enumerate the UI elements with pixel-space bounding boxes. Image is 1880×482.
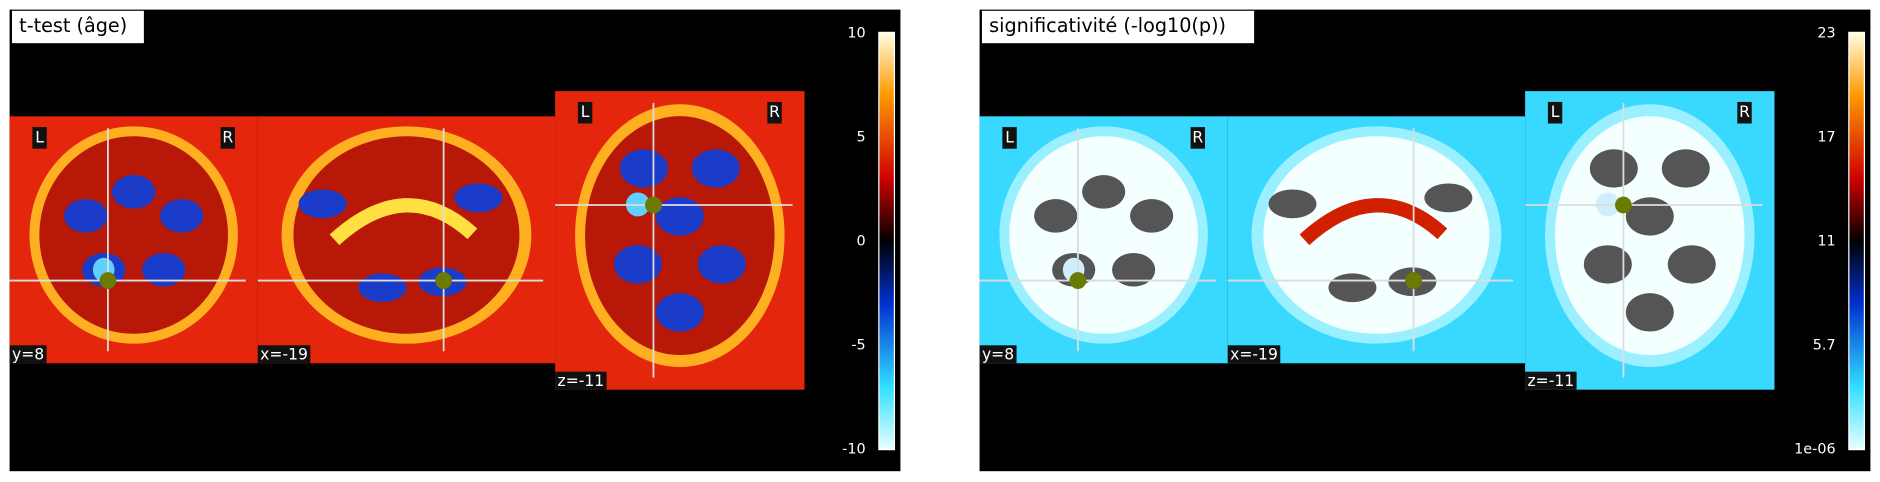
- colorbar-tick-label: 0: [857, 234, 866, 250]
- brain: [1263, 136, 1490, 334]
- cursor-dot: [1405, 272, 1422, 289]
- cursor-dot: [99, 272, 117, 289]
- slice-label: z=-11: [1528, 372, 1575, 390]
- panel-title: t-test (âge): [19, 14, 127, 37]
- slice-label: y=8: [12, 345, 44, 363]
- orientation-bg: [1190, 127, 1205, 149]
- slice-label-bg: [1227, 345, 1281, 364]
- panel: y=8 L Rx=-19 z=-11 L Rt-test (âge) 10 5 0 -5 -10: [9, 9, 901, 472]
- colorbar: [878, 31, 896, 451]
- region: [64, 199, 108, 233]
- region: [691, 149, 740, 188]
- region: [1034, 199, 1078, 233]
- cursor-dot: [645, 196, 662, 214]
- region: [1082, 175, 1126, 209]
- region: [329, 198, 478, 246]
- region: [1268, 189, 1317, 219]
- region: [298, 189, 347, 219]
- region: [1661, 149, 1710, 188]
- slice-label-bg: [555, 371, 607, 390]
- orientation-label: R: [222, 128, 233, 146]
- orientation-label: R: [769, 103, 780, 121]
- region: [619, 149, 668, 188]
- slice-label: x=-19: [1230, 345, 1278, 363]
- orientation-label: L: [35, 128, 44, 146]
- region: [1130, 199, 1174, 233]
- panel-title: significativité (-log10(p)): [989, 14, 1226, 37]
- slice: x=-19: [257, 116, 556, 364]
- colorbar-tick-label: -5: [851, 338, 865, 354]
- region: [160, 199, 204, 233]
- region: [1625, 197, 1674, 236]
- colorbar-tick-label: 1e-06: [1794, 442, 1835, 458]
- slice-label-bg: [1525, 371, 1577, 390]
- orientation-bg: [577, 101, 593, 124]
- orientation-bg: [32, 127, 47, 149]
- colorbar-tick-label: 5: [857, 130, 866, 146]
- cursor-dot: [1615, 196, 1632, 214]
- slice-label: z=-11: [558, 372, 605, 390]
- region: [1625, 293, 1674, 332]
- colorbar-tick-label: 11: [1817, 234, 1835, 250]
- region: [1667, 245, 1716, 284]
- cursor-dot: [1069, 272, 1087, 289]
- region: [142, 252, 186, 287]
- colorbar-tick-label: 17: [1817, 130, 1835, 146]
- colorbar-tick-label: 23: [1817, 26, 1835, 42]
- region: [454, 183, 503, 213]
- region: [1589, 149, 1638, 188]
- region: [613, 245, 662, 284]
- slice: x=-19: [1227, 116, 1526, 364]
- region: [112, 175, 156, 209]
- orientation-bg: [220, 127, 235, 149]
- cursor-dot: [435, 272, 453, 289]
- title-box: [981, 10, 1255, 44]
- orientation-bg: [1737, 101, 1752, 124]
- orientation-label: R: [1192, 128, 1203, 146]
- orientation-bg: [1002, 127, 1017, 149]
- orientation-bg: [1547, 101, 1563, 124]
- colorbar-tick-label: -10: [842, 442, 865, 458]
- slice-label: y=8: [982, 345, 1014, 363]
- region: [1299, 198, 1448, 246]
- brain: [1009, 136, 1198, 334]
- region: [655, 293, 704, 332]
- slice: y=8 L R: [9, 116, 258, 364]
- slice: z=-11 L R: [1525, 91, 1775, 390]
- region: [1583, 245, 1632, 284]
- title-box: [11, 10, 144, 44]
- orientation-label: L: [581, 103, 590, 121]
- slice-label-bg: [9, 345, 47, 364]
- orientation-label: L: [1005, 128, 1014, 146]
- region: [1112, 252, 1156, 287]
- slice-label-bg: [257, 345, 311, 364]
- region: [1424, 183, 1473, 213]
- colorbar-tick-label: 5.7: [1813, 338, 1836, 354]
- slice: z=-11 L R: [555, 91, 805, 390]
- region: [697, 245, 746, 284]
- region: [1328, 273, 1377, 303]
- colorbar: [1848, 31, 1866, 451]
- region: [655, 197, 704, 236]
- brain: [39, 136, 228, 334]
- slice-label: x=-19: [260, 345, 308, 363]
- orientation-label: R: [1739, 103, 1750, 121]
- region: [358, 273, 407, 303]
- brain: [293, 136, 520, 334]
- slice: y=8 L R: [979, 116, 1228, 364]
- orientation-bg: [767, 101, 782, 124]
- orientation-label: L: [1551, 103, 1560, 121]
- slice-label-bg: [979, 345, 1017, 364]
- colorbar-tick-label: 10: [847, 26, 865, 42]
